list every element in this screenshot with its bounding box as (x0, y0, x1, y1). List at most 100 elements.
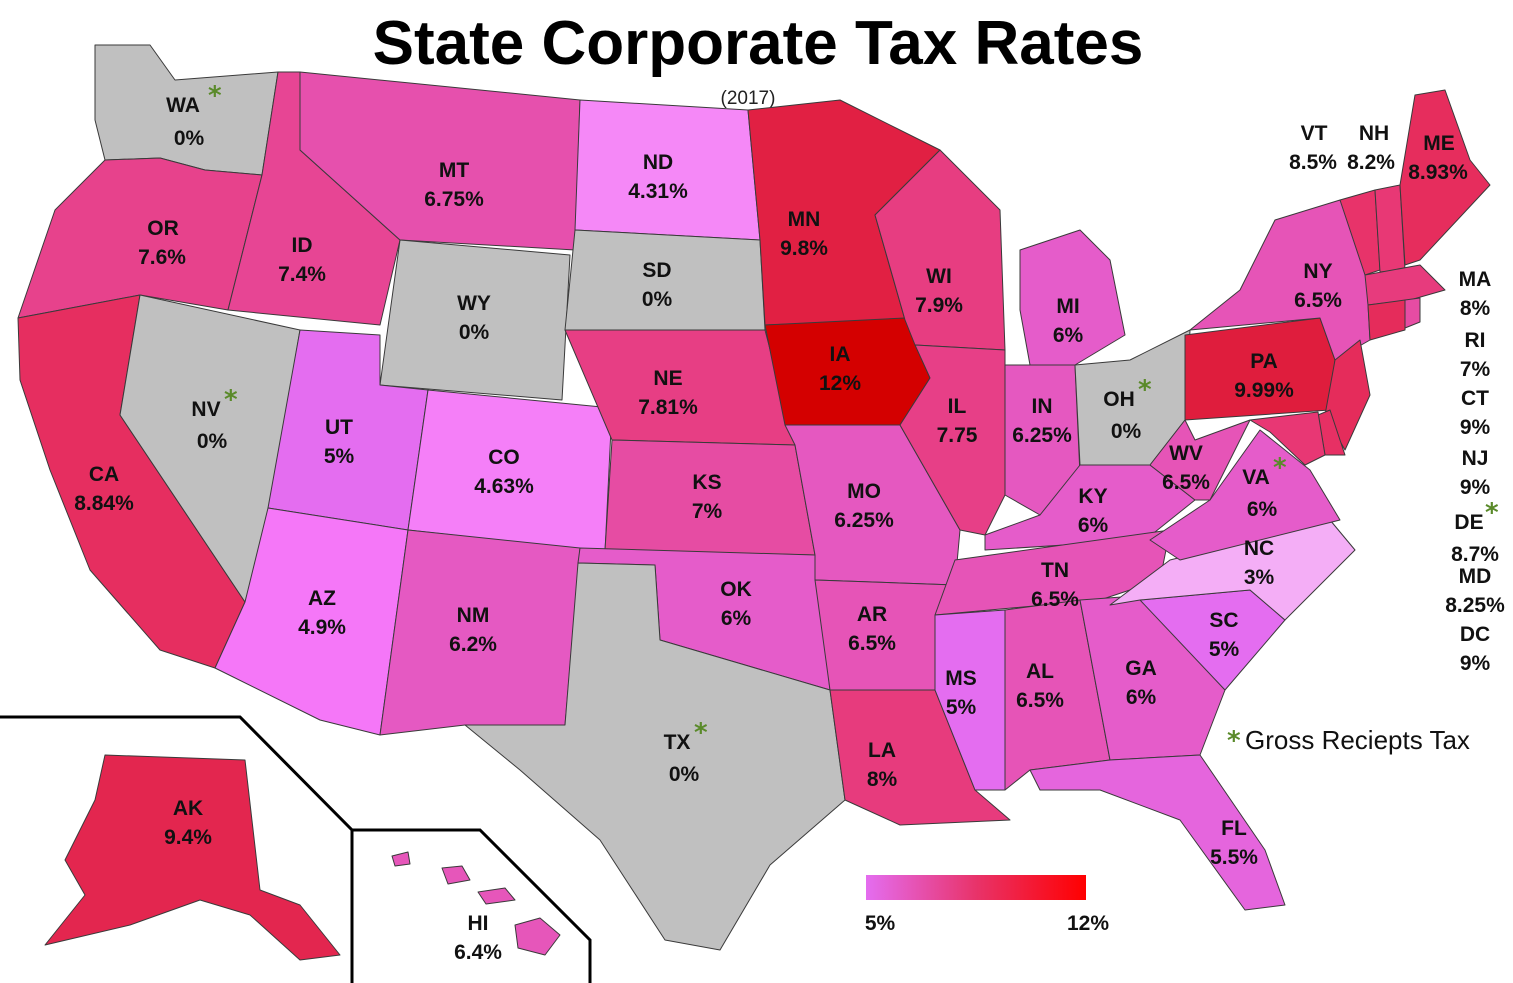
alaska-inset-border (0, 715, 354, 983)
state-shape-AK (44, 754, 341, 961)
legend-max-label: 12% (1067, 912, 1109, 935)
label-MA: MA 8% (1459, 268, 1492, 320)
state-rate-OH: 0% (1111, 420, 1142, 443)
label-KS: KS 7% (692, 471, 723, 523)
state-abbr-PA: PA (1250, 350, 1278, 373)
state-rate-MS: 5% (946, 696, 977, 719)
state-rate-PA: 9.99% (1234, 379, 1294, 402)
state-rate-HI: 6.4% (454, 941, 502, 964)
footnote: * Gross Reciepts Tax (1227, 725, 1470, 756)
state-shape-HI-1 (391, 851, 411, 867)
state-rate-MT: 6.75% (424, 188, 484, 211)
state-rate-VT: 8.5% (1289, 151, 1337, 174)
state-abbr-AL: AL (1026, 660, 1054, 683)
label-AL: AL 6.5% (1016, 660, 1064, 712)
state-shape-HI-3 (477, 887, 516, 905)
state-shape-TX (464, 562, 846, 951)
label-WY: WY 0% (457, 292, 491, 344)
state-abbr-NV: NV (191, 398, 220, 421)
state-abbr-MD: MD (1459, 565, 1492, 588)
label-CA: CA 8.84% (74, 463, 134, 515)
label-SC: SC 5% (1209, 609, 1240, 661)
state-rate-NH: 8.2% (1347, 151, 1395, 174)
label-TX: TX * 0% (664, 718, 708, 786)
state-abbr-VA: VA (1242, 466, 1270, 489)
state-abbr-CT: CT (1461, 387, 1489, 410)
state-rate-IL: 7.75 (937, 424, 978, 447)
label-IA: IA 12% (819, 343, 861, 395)
state-shape-FL (1029, 754, 1286, 911)
label-DE: DE * 8.7% (1451, 498, 1499, 566)
state-abbr-ID: ID (292, 234, 313, 257)
state-abbr-NC: NC (1244, 537, 1274, 560)
label-OR: OR 7.6% (138, 217, 186, 269)
state-rate-DE: 8.7% (1451, 543, 1499, 566)
state-rate-WA: 0% (174, 127, 205, 150)
state-abbr-DE: DE (1454, 511, 1483, 534)
state-shape-HI-2 (441, 865, 471, 885)
state-rate-WV: 6.5% (1162, 471, 1210, 494)
state-abbr-WY: WY (457, 292, 491, 315)
state-abbr-UT: UT (325, 416, 353, 439)
state-rate-NJ: 9% (1460, 476, 1491, 499)
state-abbr-FL: FL (1221, 817, 1247, 840)
state-labels: WA * 0% OR 7.6% CA 8.84% NV * 0% ID 7.4%… (74, 81, 1505, 964)
state-rate-SC: 5% (1209, 638, 1240, 661)
state-abbr-IL: IL (948, 395, 967, 418)
state-rate-NY: 6.5% (1294, 289, 1342, 312)
footnote-text: Gross Reciepts Tax (1245, 725, 1470, 755)
state-abbr-IA: IA (830, 343, 851, 366)
label-KY: KY 6% (1078, 485, 1109, 537)
state-abbr-ND: ND (643, 151, 673, 174)
state-abbr-MA: MA (1459, 268, 1492, 291)
label-HI: HI 6.4% (454, 912, 502, 964)
state-shape-WY (379, 239, 571, 401)
state-abbr-MN: MN (788, 208, 821, 231)
label-IL: IL 7.75 (937, 395, 978, 447)
state-rate-MA: 8% (1460, 297, 1491, 320)
state-rate-NM: 6.2% (449, 633, 497, 656)
state-rate-CO: 4.63% (474, 475, 534, 498)
state-rate-UT: 5% (324, 445, 355, 468)
hawaii-inset-border (352, 828, 592, 983)
state-abbr-OH: OH (1103, 388, 1135, 411)
state-rate-ID: 7.4% (278, 263, 326, 286)
state-rate-GA: 6% (1126, 686, 1157, 709)
label-MS: MS 5% (945, 667, 977, 719)
state-rate-RI: 7% (1460, 358, 1491, 381)
state-abbr-OR: OR (147, 217, 179, 240)
state-rate-WI: 7.9% (915, 294, 963, 317)
state-abbr-AK: AK (173, 797, 203, 820)
state-shape-MS (934, 609, 1006, 791)
label-ND: ND 4.31% (628, 151, 688, 203)
state-abbr-CA: CA (89, 463, 119, 486)
state-shape-HI-4 (514, 917, 561, 956)
state-rate-NC: 3% (1244, 566, 1275, 589)
state-abbr-ME: ME (1423, 132, 1455, 155)
state-abbr-MT: MT (439, 159, 469, 182)
label-DC: DC 9% (1460, 623, 1491, 675)
label-VA: VA * 6% (1242, 453, 1287, 521)
state-rate-MO: 6.25% (834, 509, 894, 532)
state-abbr-IN: IN (1032, 395, 1053, 418)
label-ID: ID 7.4% (278, 234, 326, 286)
gross-receipts-star-DE: * (1485, 498, 1499, 528)
state-shape-MI (1019, 229, 1126, 366)
label-OK: OK 6% (720, 578, 752, 630)
label-WA: WA * 0% (166, 81, 222, 150)
state-rate-ME: 8.93% (1408, 161, 1468, 184)
state-rate-NV: 0% (197, 430, 228, 453)
state-rate-AL: 6.5% (1016, 689, 1064, 712)
label-NC: NC 3% (1244, 537, 1275, 589)
state-abbr-KY: KY (1078, 485, 1107, 508)
legend-min-label: 5% (865, 912, 896, 935)
label-AK: AK 9.4% (164, 797, 212, 849)
state-abbr-SC: SC (1209, 609, 1238, 632)
state-abbr-NM: NM (457, 604, 490, 627)
label-RI: RI 7% (1460, 329, 1491, 381)
state-rate-DC: 9% (1460, 652, 1491, 675)
state-rate-KS: 7% (692, 500, 723, 523)
label-AZ: AZ 4.9% (298, 587, 346, 639)
gross-receipts-star-OH: * (1138, 375, 1152, 405)
label-MN: MN 9.8% (780, 208, 828, 260)
